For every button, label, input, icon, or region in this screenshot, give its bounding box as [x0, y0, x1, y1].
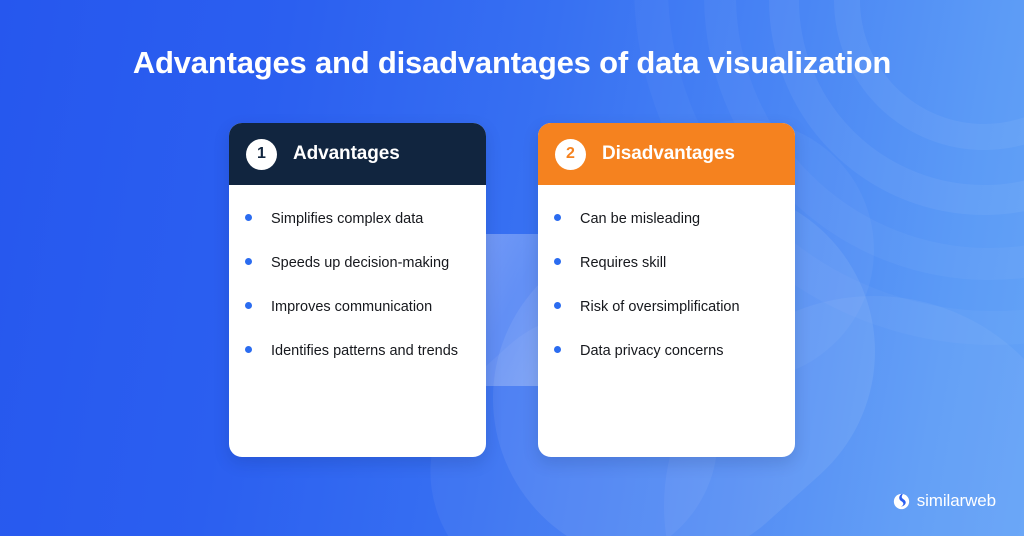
list-item-label: Speeds up decision-making [271, 255, 450, 271]
decorative-gap-accent [485, 234, 541, 386]
card-number-badge: 1 [246, 138, 277, 170]
card-number-badge: 2 [555, 138, 586, 170]
list-item: Simplifies complex data [245, 207, 468, 232]
similarweb-swirl-icon [893, 493, 909, 509]
card-advantages-title: Advantages [293, 143, 400, 164]
page-title: Advantages and disadvantages of data vis… [132, 45, 892, 80]
list-item-label: Identifies patterns and trends [271, 343, 459, 359]
list-item-label: Simplifies complex data [271, 211, 424, 227]
bullet-dot-icon [554, 214, 561, 221]
bullet-dot-icon [245, 214, 252, 221]
decorative-sheen [485, 234, 541, 386]
bullet-dot-icon [554, 258, 561, 265]
card-advantages-list: Simplifies complex data Speeds up decisi… [229, 185, 486, 364]
list-item: Data privacy concerns [554, 339, 777, 364]
list-item: Requires skill [554, 251, 777, 276]
list-item-label: Data privacy concerns [580, 343, 724, 359]
list-item: Improves communication [245, 295, 468, 320]
bullet-dot-icon [245, 258, 252, 265]
bullet-dot-icon [245, 346, 252, 353]
list-item: Can be misleading [554, 207, 777, 232]
bullet-dot-icon [245, 302, 252, 309]
similarweb-logo: similarweb [893, 491, 996, 511]
similarweb-wordmark: similarweb [916, 491, 996, 510]
card-advantages-header: 1 Advantages [229, 123, 486, 185]
list-item-label: Requires skill [580, 255, 667, 271]
card-disadvantages: 2 Disadvantages Can be misleading Requir… [538, 123, 795, 457]
bullet-dot-icon [554, 346, 561, 353]
list-item: Risk of oversimplification [554, 295, 777, 320]
card-disadvantages-header: 2 Disadvantages [538, 123, 795, 185]
list-item-label: Improves communication [271, 299, 433, 315]
card-disadvantages-title: Disadvantages [602, 143, 735, 164]
card-disadvantages-list: Can be misleading Requires skill Risk of… [538, 185, 795, 364]
list-item: Speeds up decision-making [245, 251, 468, 276]
list-item-label: Can be misleading [580, 211, 701, 227]
bullet-dot-icon [554, 302, 561, 309]
list-item-label: Risk of oversimplification [580, 299, 740, 315]
list-item: Identifies patterns and trends [245, 339, 468, 364]
card-advantages: 1 Advantages Simplifies complex data Spe… [229, 123, 486, 457]
